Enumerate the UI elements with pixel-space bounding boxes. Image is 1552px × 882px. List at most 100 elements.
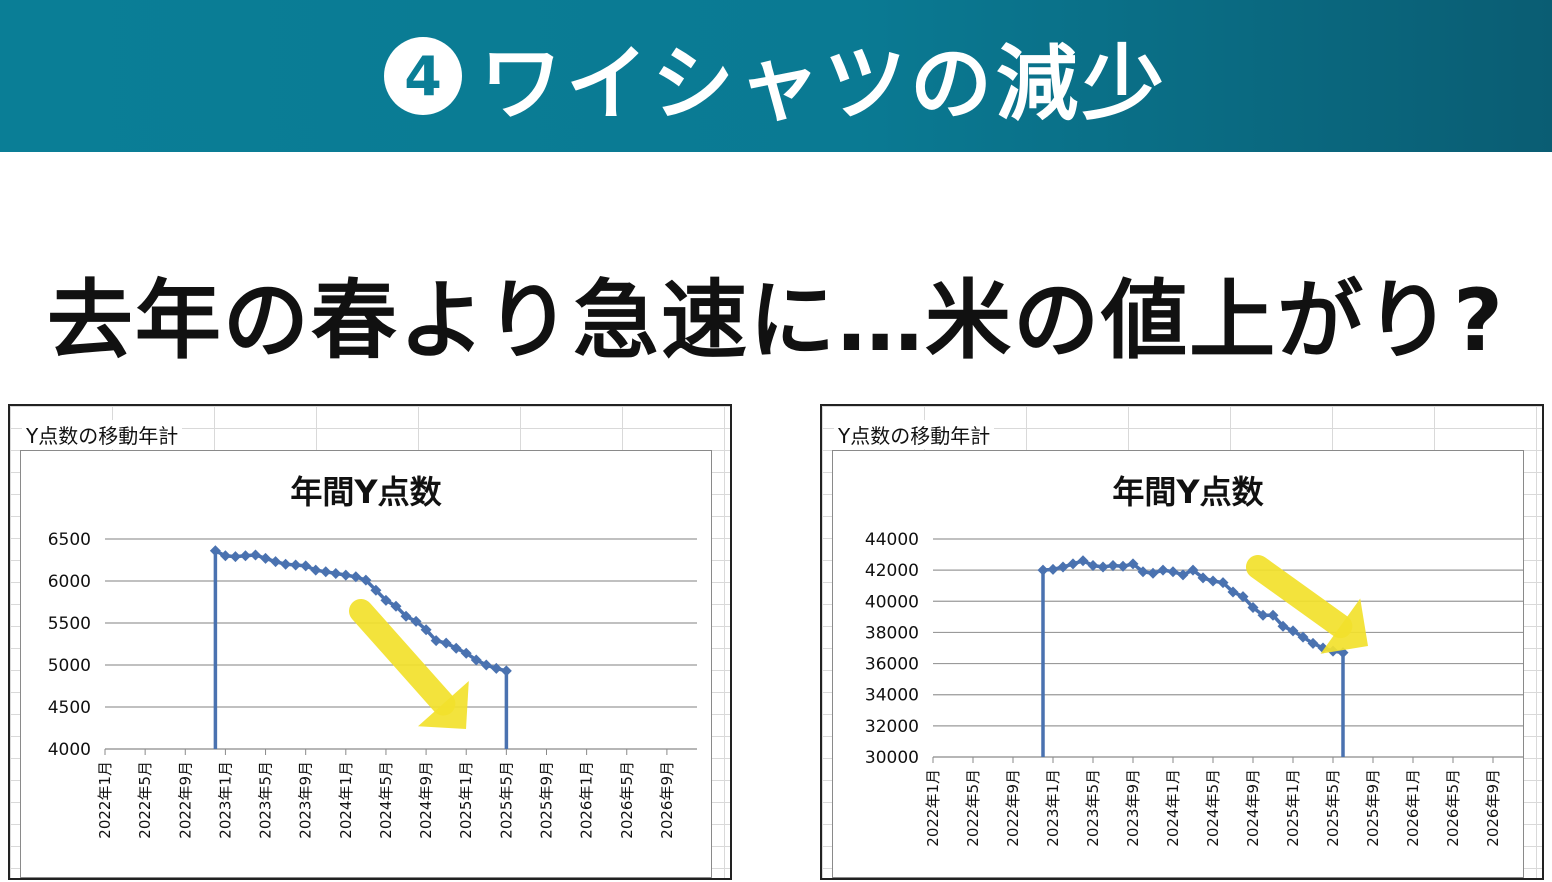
x-tick-label: 2026年9月 — [1484, 769, 1502, 847]
data-point — [1297, 631, 1309, 643]
chart-title: 年間Y点数 — [1112, 473, 1264, 511]
data-point — [1177, 569, 1189, 581]
y-tick-label: 4500 — [48, 698, 91, 718]
data-point — [1217, 577, 1229, 589]
data-point — [1257, 609, 1269, 621]
x-tick-label: 2026年9月 — [658, 761, 676, 839]
x-tick-label: 2025年5月 — [497, 761, 515, 839]
data-point — [440, 637, 452, 649]
data-point — [1067, 558, 1079, 570]
chart-area: 年間Y点数 6500 6000 5500 5000 4500 4000 2022年1月 2022… — [20, 450, 712, 878]
trend-arrow-shaft — [349, 599, 456, 716]
y-tick-label: 6000 — [48, 572, 91, 592]
data-point — [1277, 620, 1289, 632]
data-point — [310, 564, 322, 576]
data-point — [1047, 563, 1059, 575]
data-point — [1137, 566, 1149, 578]
data-point — [300, 560, 312, 572]
data-point — [410, 615, 422, 627]
data-point — [1157, 564, 1169, 576]
data-point — [1227, 586, 1239, 598]
data-point — [500, 665, 512, 677]
x-tick-label: 2026年1月 — [1404, 769, 1422, 847]
data-point — [460, 647, 472, 659]
x-tick-label: 2024年9月 — [417, 761, 435, 839]
y-tick-label: 42000 — [865, 561, 919, 581]
y-tick-label: 38000 — [865, 623, 919, 643]
x-tick-label: 2024年9月 — [1244, 769, 1262, 847]
x-tick-label: 2025年9月 — [537, 761, 555, 839]
y-tick-label: 4000 — [48, 740, 91, 760]
data-point — [239, 550, 251, 562]
x-tick-label: 2024年5月 — [377, 761, 395, 839]
y-tick-label: 5000 — [48, 656, 91, 676]
data-point — [360, 574, 372, 586]
x-tick-label: 2022年9月 — [1004, 769, 1022, 847]
y-tick-label: 5500 — [48, 614, 91, 634]
x-tick-label: 2023年9月 — [297, 761, 315, 839]
data-point — [340, 569, 352, 581]
data-point — [290, 559, 302, 571]
y-tick-label: 30000 — [865, 748, 919, 768]
sheet-label: Y点数の移動年計 — [22, 420, 183, 449]
data-point — [1057, 561, 1069, 573]
data-point — [400, 610, 412, 622]
trend-arrow-head — [417, 680, 469, 729]
x-tick-label: 2025年5月 — [1324, 769, 1342, 847]
y-tick-label: 36000 — [865, 655, 919, 675]
data-point — [1117, 560, 1129, 572]
data-point — [209, 545, 221, 557]
data-point — [320, 566, 332, 578]
data-point — [330, 567, 342, 579]
data-point — [1037, 564, 1049, 576]
data-point — [1077, 555, 1089, 567]
data-point — [219, 550, 231, 562]
annual-y-points-chart-right: 年間Y点数 44000 42000 40000 38000 36000 34000 32000… — [865, 473, 1523, 847]
banner-content: 4 ワイシャツの減少 — [383, 17, 1168, 136]
data-point — [1097, 561, 1109, 573]
headline: 去年の春より急速に…米の値上がり? — [46, 271, 1506, 371]
y-tick-label: 34000 — [865, 686, 919, 706]
x-tick-label: 2026年1月 — [578, 761, 596, 839]
data-point — [390, 600, 402, 612]
data-point — [1207, 575, 1219, 587]
x-tick-label: 2022年5月 — [964, 769, 982, 847]
x-tick-label: 2026年5月 — [1444, 769, 1462, 847]
x-tick-label: 2022年1月 — [96, 761, 114, 839]
x-tick-label: 2023年5月 — [1084, 769, 1102, 847]
x-tick-label: 2024年1月 — [1164, 769, 1182, 847]
trend-arrow-shaft — [1246, 555, 1353, 639]
data-point — [280, 558, 292, 570]
data-point — [1187, 564, 1199, 576]
data-point — [1197, 572, 1209, 584]
chart-area: 年間Y点数 44000 42000 40000 38000 36000 34000 32000… — [832, 450, 1524, 878]
section-number-badge: 4 — [383, 37, 462, 115]
data-point — [370, 584, 382, 596]
sheet-label: Y点数の移動年計 — [834, 420, 995, 449]
data-point — [1127, 558, 1139, 570]
data-point — [420, 624, 432, 636]
data-point — [350, 571, 362, 583]
x-tick-label: 2024年1月 — [337, 761, 355, 839]
x-tick-label: 2024年5月 — [1204, 769, 1222, 847]
x-tick-label: 2023年9月 — [1124, 769, 1142, 847]
data-point — [229, 551, 241, 563]
data-point — [1267, 609, 1279, 621]
data-point — [1307, 637, 1319, 649]
x-tick-label: 2026年5月 — [618, 761, 636, 839]
chart-panel-left: Y点数の移動年計 年間Y点数 6500 6000 5500 5000 4500 4000 20… — [8, 404, 732, 880]
x-tick-label: 2025年1月 — [457, 761, 475, 839]
x-tick-label: 2023年1月 — [216, 761, 234, 839]
chart-title: 年間Y点数 — [290, 473, 442, 511]
data-point — [1107, 559, 1119, 571]
data-point — [490, 662, 502, 674]
data-point — [1237, 591, 1249, 603]
x-tick-label: 2023年5月 — [257, 761, 275, 839]
x-tick-label: 2025年9月 — [1364, 769, 1382, 847]
x-tick-label: 2022年9月 — [176, 761, 194, 839]
data-point — [480, 659, 492, 671]
title-banner: 4 ワイシャツの減少 — [0, 0, 1552, 152]
data-point — [380, 594, 392, 606]
data-point — [270, 556, 282, 568]
data-point — [1167, 566, 1179, 578]
